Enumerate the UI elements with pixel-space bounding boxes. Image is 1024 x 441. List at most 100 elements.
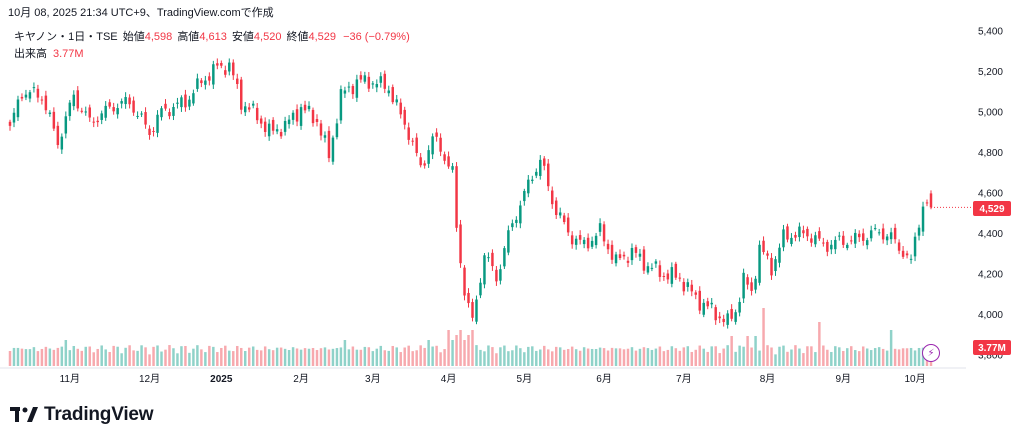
- candle-body: [475, 299, 478, 322]
- volume-bar: [762, 308, 765, 366]
- candle-body: [56, 125, 60, 146]
- candle-body: [92, 121, 95, 123]
- volume-bar: [698, 345, 701, 366]
- volume-bar: [403, 347, 406, 366]
- candle-body: [383, 73, 387, 89]
- candle-body: [786, 226, 789, 240]
- candle-body: [554, 200, 558, 215]
- candle-body: [323, 135, 327, 138]
- candle-body: [427, 150, 430, 164]
- volume-bar: [499, 347, 502, 366]
- volume-bar: [594, 348, 598, 366]
- candle-body: [228, 62, 231, 72]
- volume-bar: [794, 345, 797, 366]
- candle-body: [423, 163, 426, 166]
- candle-body: [806, 228, 809, 237]
- volume-bar: [311, 347, 315, 366]
- candle-body: [200, 80, 203, 84]
- price-tick-label: 4,400: [978, 229, 1003, 240]
- candle-body: [140, 113, 143, 115]
- volume-bar: [267, 349, 271, 366]
- candle-body: [216, 63, 219, 66]
- candle-body: [367, 76, 371, 89]
- volume-bar: [327, 349, 331, 366]
- candle-body: [315, 119, 319, 123]
- candle-body: [634, 247, 638, 253]
- volume-bar: [690, 351, 694, 366]
- volume-bar: [562, 349, 566, 366]
- volume-bar: [758, 350, 761, 366]
- candle-body: [351, 86, 355, 95]
- candle-body: [204, 80, 207, 85]
- chart-legend: キヤノン・1日・TSE 始値4,598 高値4,613 安値4,520 終値4,…: [14, 31, 410, 43]
- volume-bar: [881, 348, 885, 366]
- volume-value: 3.77M: [53, 48, 84, 60]
- volume-bar: [726, 345, 729, 366]
- candle-body: [463, 267, 466, 296]
- volume-bar: [814, 352, 817, 366]
- candle-body: [419, 157, 422, 166]
- volume-bar: [164, 349, 167, 366]
- volume-bar: [893, 348, 897, 366]
- candle-body: [570, 235, 574, 245]
- candle-body: [287, 119, 291, 125]
- symbol-name[interactable]: キヤノン: [14, 31, 58, 43]
- candle-body: [650, 267, 654, 269]
- candle-body: [646, 266, 650, 273]
- volume-bar: [778, 346, 781, 366]
- volume-bar: [455, 335, 458, 366]
- candle-body: [327, 130, 331, 159]
- candle-body: [877, 232, 881, 234]
- low-value: 4,520: [253, 31, 282, 43]
- candle-body: [355, 79, 359, 98]
- candle-body: [822, 242, 825, 244]
- candle-body: [303, 104, 307, 111]
- volume-bar: [351, 346, 355, 366]
- interval[interactable]: 1日: [68, 31, 86, 43]
- lightning-icon[interactable]: ⚡: [922, 344, 940, 362]
- volume-bar: [255, 349, 259, 366]
- candle-body: [64, 116, 68, 134]
- volume-bar: [798, 348, 801, 366]
- candle-body: [236, 78, 239, 85]
- candle-body: [455, 166, 458, 228]
- brand-logo[interactable]: TradingView: [10, 404, 154, 426]
- candle-body: [662, 276, 666, 278]
- volume-bar: [718, 353, 721, 366]
- open-label: 始値: [122, 31, 145, 43]
- volume-bar: [52, 349, 56, 366]
- price-axis[interactable]: 3,800 4,000 4,200 4,400 4,600 4,800 5,000 5,200…: [978, 27, 1003, 362]
- volume-bar: [854, 350, 857, 366]
- volume-bar: [471, 330, 474, 366]
- candle-body: [247, 107, 251, 110]
- candle-body: [124, 97, 127, 105]
- candle-body: [363, 75, 367, 82]
- volume-bar: [379, 345, 383, 366]
- candle-body: [503, 248, 506, 267]
- time-axis[interactable]: 11月 12月 2025 2月 3月 4月 5月 6月 7月 8月 9月 10月: [60, 373, 926, 385]
- candles: [8, 58, 972, 329]
- volume-bar: [539, 349, 542, 366]
- candle-body: [60, 136, 64, 150]
- candle-body: [826, 241, 829, 252]
- candle-body: [132, 100, 135, 113]
- volume-bar: [913, 350, 917, 366]
- volume-tag: 3.77M: [978, 343, 1006, 354]
- volume-bar: [84, 346, 87, 366]
- volume-bar: [355, 349, 359, 366]
- volume-bar: [658, 346, 662, 366]
- candle-body: [220, 62, 223, 66]
- candle-body: [263, 121, 267, 132]
- volume-bar: [754, 336, 757, 366]
- volume-bar: [12, 347, 16, 366]
- candle-body: [614, 254, 618, 264]
- volume-bar: [857, 351, 861, 366]
- candle-body: [694, 292, 698, 295]
- time-tick-label: 8月: [760, 373, 776, 385]
- volume-bar: [586, 348, 590, 366]
- candle-body: [702, 302, 705, 315]
- candle-body: [435, 132, 438, 137]
- volume-bar: [630, 347, 634, 366]
- candle-body: [471, 302, 474, 318]
